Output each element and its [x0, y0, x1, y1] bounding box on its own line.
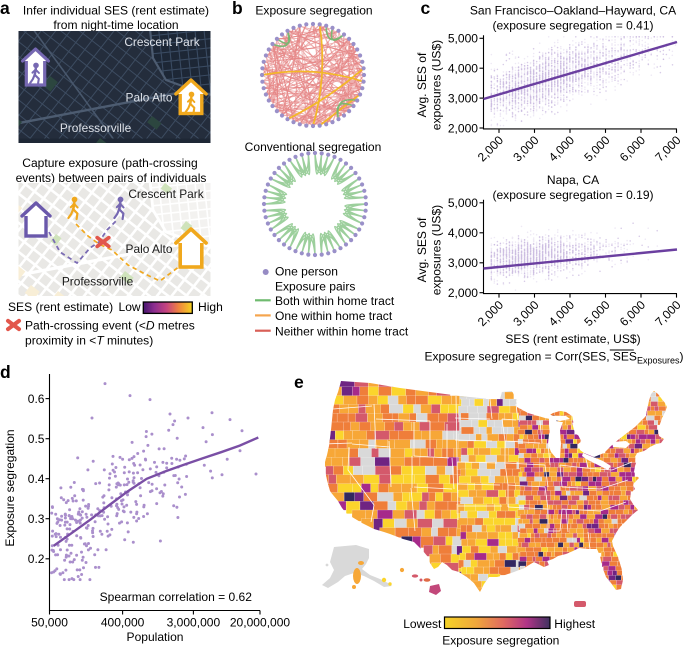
svg-text:Crescent Park: Crescent Park: [128, 187, 203, 201]
svg-text:SES (rent estimate, US$): SES (rent estimate, US$): [505, 332, 640, 346]
svg-text:b: b: [232, 0, 243, 18]
svg-text:c: c: [421, 0, 431, 18]
svg-text:Napa, CA: Napa, CA: [547, 173, 600, 187]
svg-text:Population: Population: [127, 630, 184, 644]
svg-text:a: a: [0, 0, 10, 18]
svg-text:Path-crossing event (<D metres: Path-crossing event (<D metres: [25, 319, 195, 333]
svg-text:One within home tract: One within home tract: [275, 309, 393, 323]
svg-text:exposures (US$): exposures (US$): [430, 40, 444, 130]
svg-text:High: High: [198, 300, 223, 314]
svg-text:(exposure segregation = 0.41): (exposure segregation = 0.41): [492, 18, 653, 32]
svg-text:Lowest: Lowest: [403, 617, 442, 631]
svg-text:400,000: 400,000: [101, 616, 145, 630]
svg-text:4,000: 4,000: [448, 62, 478, 76]
svg-text:5,000: 5,000: [448, 32, 478, 46]
svg-text:d: d: [0, 362, 11, 382]
svg-text:Exposure segregation = Corr(SE: Exposure segregation = Corr(SES, SESExpo…: [425, 350, 684, 366]
svg-text:proximity in <T minutes): proximity in <T minutes): [25, 334, 153, 348]
svg-text:0.2: 0.2: [28, 552, 45, 566]
svg-text:2,000: 2,000: [448, 121, 478, 135]
svg-text:Avg. SES of: Avg. SES of: [415, 217, 429, 282]
svg-text:exposures (US$): exposures (US$): [430, 205, 444, 295]
svg-text:Highest: Highest: [554, 617, 595, 631]
svg-text:Exposure segregation: Exposure segregation: [255, 3, 372, 17]
svg-text:Exposure pairs: Exposure pairs: [275, 279, 355, 293]
svg-text:Professorville: Professorville: [60, 121, 132, 135]
svg-text:Infer individual SES (rent est: Infer individual SES (rent estimate): [23, 3, 209, 17]
svg-text:0.3: 0.3: [28, 512, 45, 526]
svg-text:Spearman correlation = 0.62: Spearman correlation = 0.62: [100, 590, 253, 604]
svg-text:Crescent Park: Crescent Park: [124, 35, 199, 49]
svg-text:50,000: 50,000: [31, 616, 68, 630]
svg-text:Both within home tract: Both within home tract: [275, 294, 395, 308]
svg-text:Exposure segregation: Exposure segregation: [3, 429, 17, 546]
svg-text:Professorville: Professorville: [62, 275, 134, 289]
svg-text:5,000: 5,000: [448, 196, 478, 210]
svg-text:Neither within home tract: Neither within home tract: [275, 324, 409, 338]
svg-text:Palo Alto: Palo Alto: [126, 91, 173, 105]
svg-text:3,000,000: 3,000,000: [167, 616, 221, 630]
svg-text:3,000: 3,000: [448, 91, 478, 105]
svg-text:2,000: 2,000: [448, 286, 478, 300]
svg-text:Exposure segregation: Exposure segregation: [442, 633, 559, 647]
svg-text:e: e: [294, 372, 304, 392]
svg-text:SES (rent estimate): SES (rent estimate): [8, 300, 113, 314]
svg-text:(exposure segregation = 0.19): (exposure segregation = 0.19): [492, 188, 653, 202]
svg-text:Low: Low: [119, 300, 141, 314]
svg-text:0.5: 0.5: [28, 432, 45, 446]
svg-text:Palo Alto: Palo Alto: [126, 242, 173, 256]
svg-text:20,000,000: 20,000,000: [230, 616, 291, 630]
svg-text:One person: One person: [275, 264, 338, 278]
svg-text:from night-time location: from night-time location: [53, 18, 178, 32]
svg-text:3,000: 3,000: [448, 256, 478, 270]
svg-text:Avg. SES of: Avg. SES of: [415, 52, 429, 117]
svg-text:4,000: 4,000: [448, 226, 478, 240]
svg-text:Conventional segregation: Conventional segregation: [245, 140, 382, 154]
svg-text:Capture exposure (path-crossin: Capture exposure (path-crossing: [22, 156, 197, 170]
svg-text:0.6: 0.6: [28, 392, 45, 406]
svg-text:0.4: 0.4: [28, 472, 45, 486]
svg-text:events) between pairs of indiv: events) between pairs of individuals: [16, 171, 207, 185]
svg-text:San Francisco–Oakland–Hayward,: San Francisco–Oakland–Hayward, CA: [470, 3, 677, 17]
